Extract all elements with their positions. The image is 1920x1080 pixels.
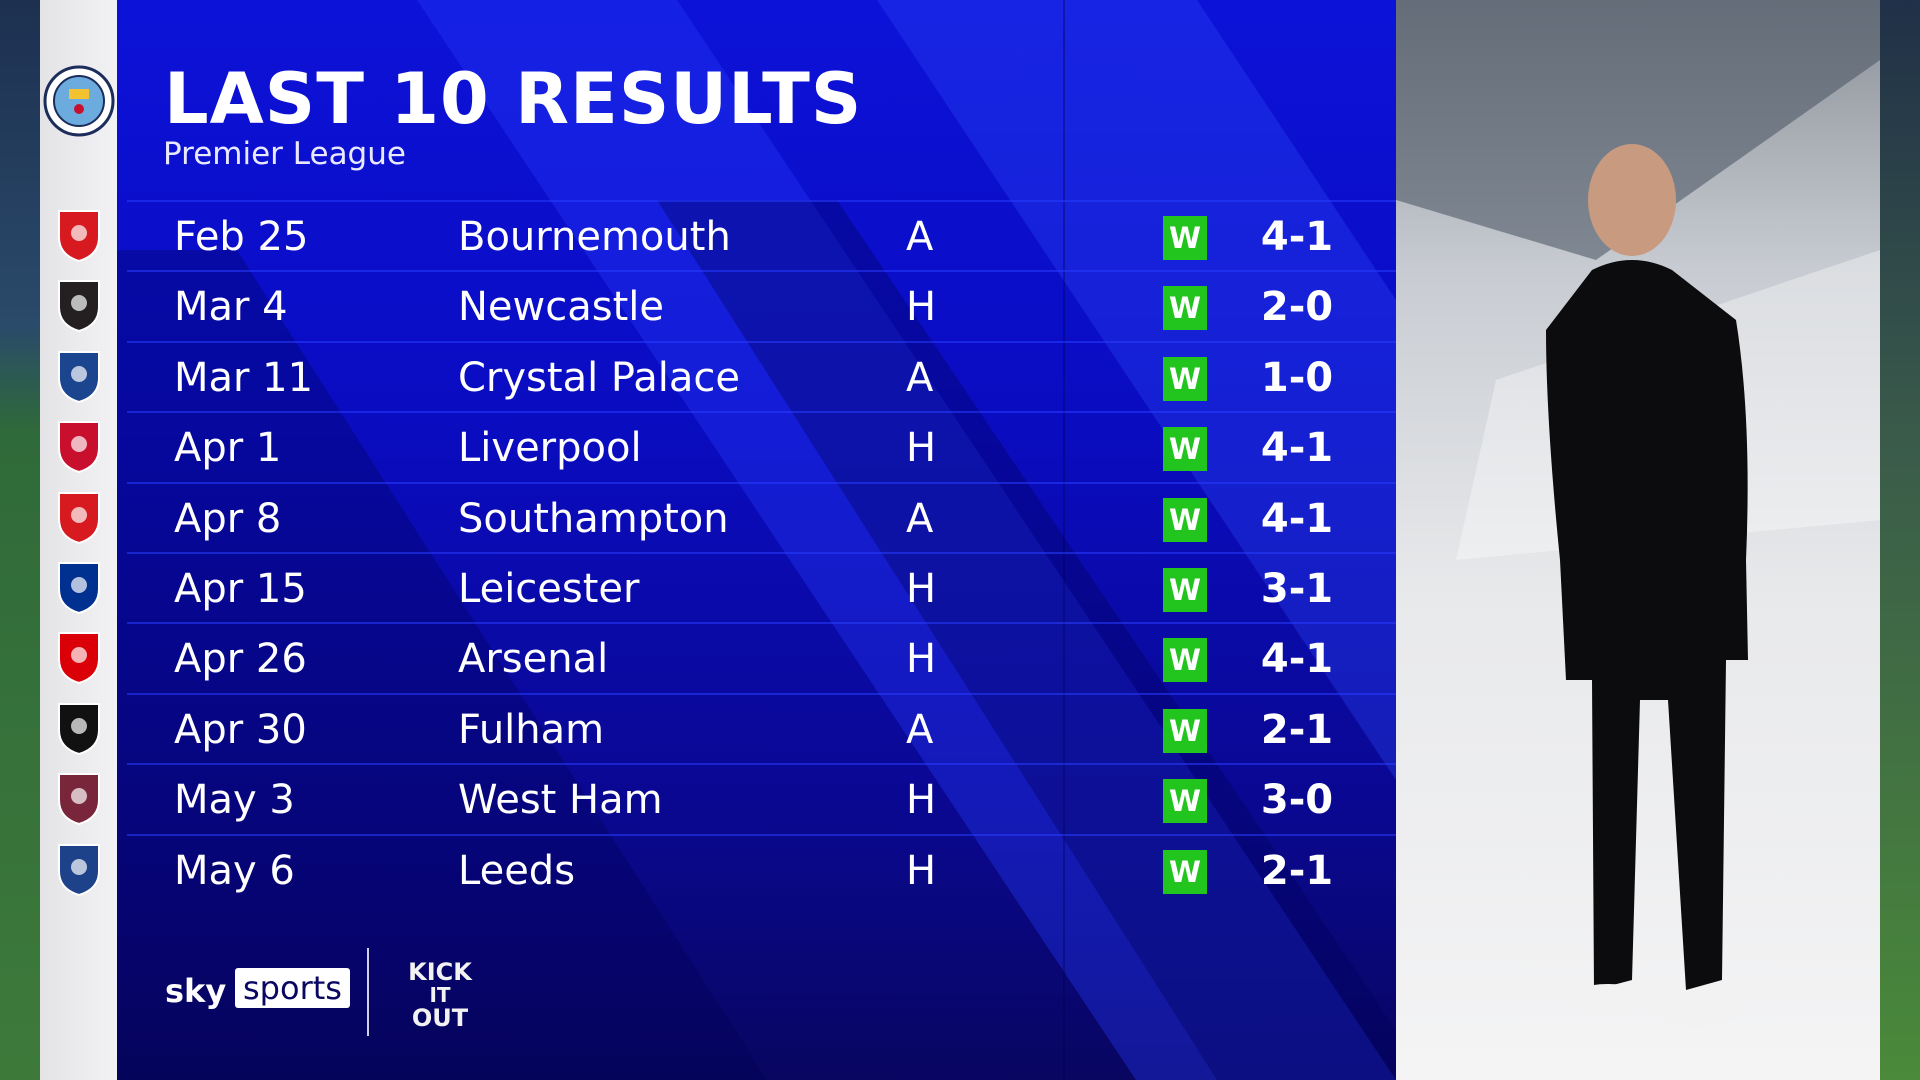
venue-indicator: H xyxy=(906,566,937,612)
venue-indicator: A xyxy=(906,706,934,753)
leicester-badge xyxy=(57,562,100,615)
match-score: 4-1 xyxy=(1260,214,1334,260)
opponent-name: Leicester xyxy=(458,566,640,612)
svg-text:KICK: KICK xyxy=(408,958,473,986)
crystal-palace-badge xyxy=(57,350,100,403)
match-date: Apr 8 xyxy=(174,495,282,542)
logo-divider xyxy=(367,948,369,1036)
result-badge: W xyxy=(1163,849,1207,894)
opponent-name: Crystal Palace xyxy=(458,354,740,401)
result-row: May 6 Leeds H W 2-1 xyxy=(127,833,1396,906)
result-badge: W xyxy=(1163,286,1207,331)
southampton-badge xyxy=(57,491,100,544)
match-date: Apr 26 xyxy=(174,636,307,683)
result-row: Apr 1 Liverpool H W 4-1 xyxy=(127,411,1396,483)
result-row: Mar 4 Newcastle H W 2-0 xyxy=(127,270,1396,342)
venue-indicator: H xyxy=(906,425,937,472)
result-row: May 3 West Ham H W 3-0 xyxy=(127,763,1396,835)
result-row: Apr 26 Arsenal H W 4-1 xyxy=(127,622,1396,694)
venue-indicator: H xyxy=(906,777,937,824)
opponent-name: Southampton xyxy=(458,495,729,542)
match-date: Feb 25 xyxy=(174,214,309,260)
result-badge: W xyxy=(1163,708,1207,753)
match-date: Mar 11 xyxy=(174,354,314,401)
result-row: Mar 11 Crystal Palace A W 1-0 xyxy=(127,340,1396,413)
match-score: 4-1 xyxy=(1260,495,1334,542)
stadium-background-left xyxy=(0,0,40,1080)
opponent-name: West Ham xyxy=(458,777,663,824)
fulham-badge xyxy=(57,702,100,755)
result-row: Apr 15 Leicester H W 3-1 xyxy=(127,552,1396,624)
match-date: Apr 1 xyxy=(174,425,282,472)
manager-figure xyxy=(1396,0,1880,1026)
page-title: LAST 10 RESULTS xyxy=(164,58,863,140)
venue-indicator: H xyxy=(906,284,937,331)
sky-logo: sky xyxy=(165,972,227,1010)
results-panel: LAST 10 RESULTS Premier League Feb 25 Bou… xyxy=(117,0,1396,1080)
opponent-name: Arsenal xyxy=(458,636,609,683)
venue-indicator: A xyxy=(906,495,934,542)
match-date: Apr 15 xyxy=(174,566,307,612)
bournemouth-badge xyxy=(57,210,100,263)
stadium-background-right xyxy=(1880,0,1920,1080)
match-score: 2-1 xyxy=(1260,847,1334,894)
result-row: Feb 25 Bournemouth A W 4-1 xyxy=(127,200,1396,272)
match-score: 3-1 xyxy=(1260,566,1334,612)
newcastle-badge xyxy=(57,280,100,333)
opponent-name: Liverpool xyxy=(458,425,642,472)
competition-subtitle: Premier League xyxy=(163,136,406,172)
liverpool-badge xyxy=(57,421,100,474)
opponent-name: Newcastle xyxy=(458,284,664,331)
manager-photo xyxy=(1396,0,1880,1080)
venue-indicator: A xyxy=(906,214,934,260)
match-score: 2-0 xyxy=(1260,284,1334,331)
kick-it-out-logo: KICK IT OUT xyxy=(408,958,473,1032)
opponent-name: Fulham xyxy=(458,706,605,753)
match-score: 1-0 xyxy=(1260,354,1334,401)
match-score: 4-1 xyxy=(1260,425,1334,472)
result-badge: W xyxy=(1163,427,1207,472)
venue-indicator: A xyxy=(906,354,934,401)
result-badge: W xyxy=(1163,568,1207,612)
match-date: Apr 30 xyxy=(174,706,307,753)
background-stripes xyxy=(117,0,1396,1080)
opponent-name: Bournemouth xyxy=(458,214,731,260)
match-score: 3-0 xyxy=(1260,777,1334,824)
svg-text:IT: IT xyxy=(429,983,450,1007)
match-date: May 6 xyxy=(174,847,295,894)
svg-text:OUT: OUT xyxy=(412,1004,469,1032)
sports-logo: sports xyxy=(235,968,350,1008)
result-row: Apr 8 Southampton A W 4-1 xyxy=(127,481,1396,554)
venue-indicator: H xyxy=(906,636,937,683)
result-badge: W xyxy=(1163,356,1207,401)
result-badge: W xyxy=(1163,216,1207,260)
match-score: 2-1 xyxy=(1260,706,1334,753)
match-date: May 3 xyxy=(174,777,295,824)
column-divider xyxy=(1063,0,1065,1080)
manchester-city-badge xyxy=(43,65,114,137)
leeds-badge xyxy=(57,843,100,896)
match-date: Mar 4 xyxy=(174,284,288,331)
badge-column xyxy=(40,0,117,1080)
match-score: 4-1 xyxy=(1260,636,1334,683)
result-row: Apr 30 Fulham A W 2-1 xyxy=(127,692,1396,765)
venue-indicator: H xyxy=(906,847,937,894)
west-ham-badge xyxy=(57,773,100,826)
result-badge: W xyxy=(1163,779,1207,824)
arsenal-badge xyxy=(57,632,100,685)
result-badge: W xyxy=(1163,638,1207,683)
result-badge: W xyxy=(1163,497,1207,542)
opponent-name: Leeds xyxy=(458,847,576,894)
